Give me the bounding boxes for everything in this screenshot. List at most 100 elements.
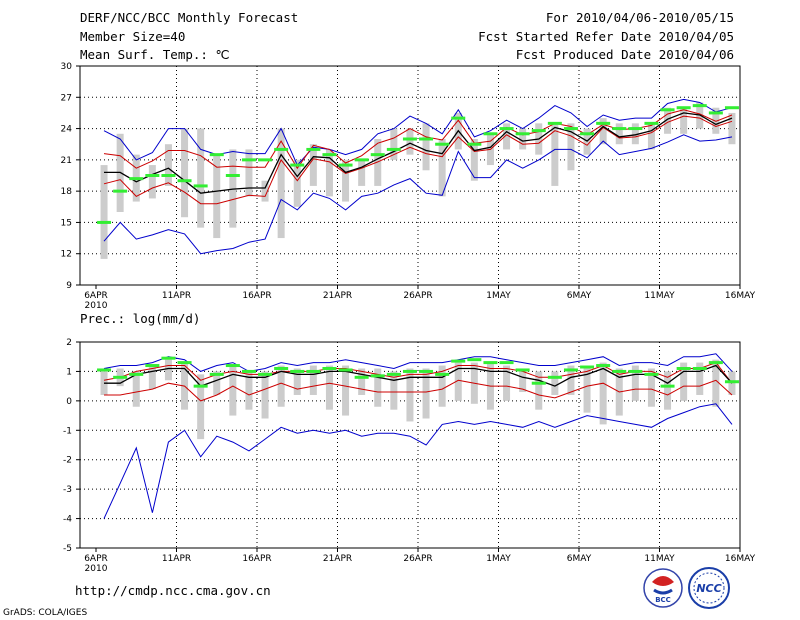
spread-bar [132,371,140,407]
spread-bar [696,362,704,395]
x-year-label: 2010 [85,564,108,574]
x-tick-label: 1MAY [486,291,511,301]
spread-bar [519,128,527,150]
spread-bar [712,359,720,407]
x-tick-label: 1MAY [486,554,511,564]
x-tick-label: 16APR [242,291,271,301]
y-tick-label: 12 [61,250,72,260]
series-line-min [103,134,733,255]
spread-bar [374,368,382,407]
spread-bar [325,365,333,410]
x-tick-label: 26APR [403,291,432,301]
spread-bar [164,144,172,186]
spread-bar [647,368,655,407]
x-year-label: 2010 [85,301,108,311]
y-tick-label: 9 [66,281,72,291]
y-tick-label: 21 [61,156,72,166]
y-tick-label: -3 [63,485,72,495]
spread-bar [567,365,575,395]
spread-bar [390,371,398,410]
spread-bar [374,139,382,186]
x-tick-label: 21APR [323,554,352,564]
spread-bar [148,365,156,390]
spread-bar [470,139,478,181]
x-tick-label: 6APR [84,291,108,301]
ncc-logo: NCC [688,567,730,609]
spread-bar [422,368,430,419]
spread-bar [551,123,559,186]
y-tick-label: 2 [66,338,72,348]
spread-bar [213,154,221,239]
series-line-lower [104,379,733,402]
series-line-max [103,353,733,372]
spread-bar [438,365,446,407]
spread-bar [680,107,688,134]
spread-bar [503,365,511,401]
spread-bar [181,128,189,218]
spread-bar [148,165,156,199]
forecast-period: For 2010/04/06-2010/05/15 [545,10,734,25]
series-line-lower [103,115,733,205]
spread-bar [309,365,317,395]
forecast-start-date: Fcst Started Refer Date 2010/04/05 [478,29,734,44]
member-size: Member Size=40 [80,29,186,44]
x-tick-label: 6MAY [567,554,592,564]
spread-bar [680,362,688,401]
spread-bar [615,123,623,145]
series-line-upper [103,362,733,384]
y-tick-label: 24 [61,125,73,135]
spread-bar [454,362,462,401]
source-url: http://cmdp.ncc.cma.gov.cn [75,583,271,598]
spread-bar [342,159,350,202]
x-tick-label: 6MAY [567,291,592,301]
spread-bar [647,123,655,150]
spread-bar [406,368,414,422]
y-tick-label: 0 [66,397,72,407]
spread-bar [261,371,269,419]
series-line-upper [103,109,733,170]
x-tick-label: 6APR [84,554,108,564]
spread-bar [358,159,366,186]
ncc-logo-text: NCC [696,582,721,595]
y-tick-label: 15 [61,218,72,228]
y-tick-label: 30 [61,62,73,72]
y-tick-label: -2 [63,456,72,466]
x-tick-label: 11APR [162,554,191,564]
plot-frame [79,65,741,286]
chart-title: DERF/NCC/BCC Monthly Forecast [80,10,299,25]
spread-bar [100,165,108,259]
x-tick-label: 16MAY [725,554,756,564]
spread-bar [599,118,607,145]
x-tick-label: 26APR [403,554,432,564]
variable-label: Mean Surf. Temp.: ℃ [80,47,230,62]
x-tick-label: 11APR [162,291,191,301]
spread-bar [358,368,366,395]
x-tick-label: 16MAY [725,291,756,301]
x-tick-label: 11MAY [644,291,675,301]
spread-bar [519,368,527,393]
forecast-produced-date: Fcst Produced Date 2010/04/06 [515,47,734,62]
panel-title: Prec.: log(mm/d) [80,311,200,326]
spread-bar [245,371,253,410]
spread-bar [229,365,237,416]
spread-bar [309,144,317,186]
grads-credit: GrADS: COLA/IGES [3,608,88,618]
spread-bar [599,362,607,425]
bcc-logo-text: BCC [655,596,671,604]
spread-bar [551,371,559,395]
spread-bar [277,365,285,407]
y-tick-label: -4 [63,515,72,525]
y-tick-label: 18 [61,187,73,197]
spread-bar [567,123,575,171]
spread-bar [535,371,543,410]
spread-bar [422,123,430,171]
spread-bar [245,149,253,197]
x-tick-label: 11MAY [644,554,675,564]
spread-bar [728,112,736,145]
spread-bar [664,371,672,410]
spread-bar [503,123,511,150]
spread-bar [631,123,639,145]
spread-bar [261,180,269,202]
